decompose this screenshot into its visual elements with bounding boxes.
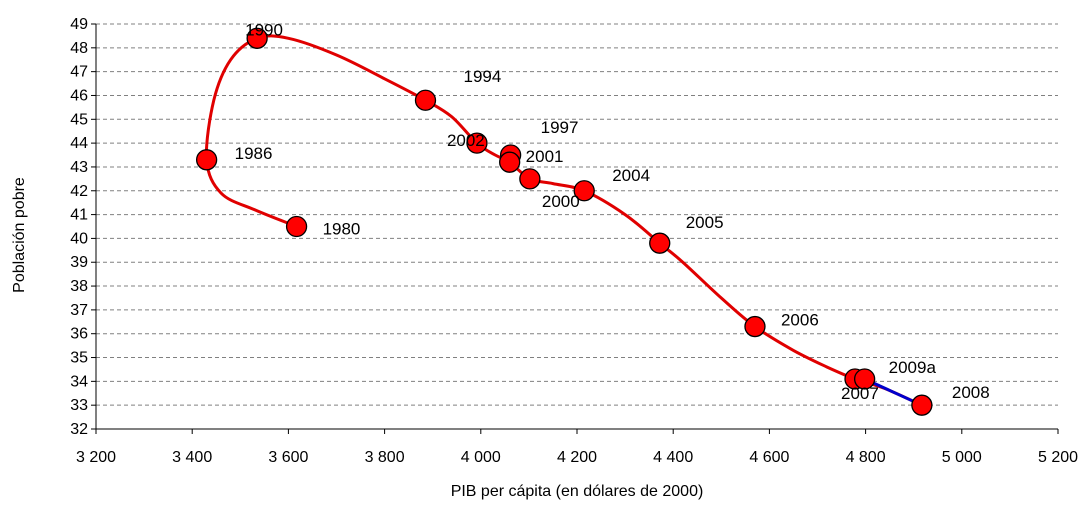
y-tick-label-38: 38	[70, 278, 88, 295]
x-tick-label-3400: 3 400	[172, 449, 212, 466]
data-point-2009a	[853, 368, 876, 390]
x-tick-label-3600: 3 600	[268, 449, 308, 466]
x-tick-labels: 3 200 3 400 3 600 3 800 4 000 4 200 4 400 4 600…	[76, 449, 1078, 466]
point-label-2008: 2008	[952, 383, 990, 402]
x-tick-label-4600: 4 600	[749, 449, 789, 466]
data-point-1990	[246, 27, 268, 49]
y-tick-label-32: 32	[70, 421, 88, 438]
y-tick-label-48: 48	[70, 40, 88, 57]
point-label-2007: 2007	[841, 384, 879, 403]
y-tick-label-41: 41	[70, 207, 88, 224]
x-tick-label-4200: 4 200	[557, 449, 597, 466]
x-tick-label-5000: 5 000	[942, 449, 982, 466]
y-tick-label-44: 44	[70, 135, 88, 152]
y-tick-label-42: 42	[70, 183, 88, 200]
point-labels: 1980 1986 1990 1994 1997 2000 2001 2002 2004 2005…	[235, 20, 990, 403]
data-point-2006	[744, 315, 766, 338]
axes	[91, 23, 1059, 434]
point-label-2001: 2001	[526, 147, 564, 166]
data-point-1994	[414, 89, 437, 111]
data-point-2000	[519, 168, 541, 190]
point-label-2009a: 2009a	[889, 358, 937, 377]
y-tick-label-37: 37	[70, 302, 88, 319]
x-tick-label-3200: 3 200	[76, 449, 116, 466]
trajectory-line	[204, 34, 924, 407]
y-tick-label-43: 43	[70, 159, 88, 176]
point-label-2005: 2005	[686, 213, 724, 232]
point-label-2002: 2002	[447, 131, 485, 150]
x-tick-label-5200: 5 200	[1038, 449, 1078, 466]
point-label-1994: 1994	[463, 67, 501, 86]
data-point-2002	[466, 132, 488, 154]
data-point-2005	[649, 232, 671, 254]
data-point-2001	[499, 151, 521, 173]
point-label-2004: 2004	[612, 166, 650, 185]
y-tick-label-35: 35	[70, 350, 88, 367]
data-point-1980	[285, 215, 308, 238]
y-tick-label-33: 33	[70, 397, 88, 414]
y-tick-label-36: 36	[70, 326, 88, 343]
point-label-2000: 2000	[542, 192, 580, 211]
point-label-1990: 1990	[245, 20, 283, 39]
data-point-2008	[911, 394, 933, 416]
y-tick-label-47: 47	[70, 64, 88, 81]
x-tick-label-4800: 4 800	[846, 449, 886, 466]
y-tick-label-46: 46	[70, 87, 88, 104]
y-tick-label-45: 45	[70, 111, 88, 128]
point-label-1997: 1997	[541, 118, 579, 137]
series-trajectory	[204, 34, 924, 407]
data-point-2004	[573, 180, 595, 202]
point-label-2006: 2006	[781, 311, 819, 330]
x-axis-title: PIB per cápita (en dólares de 2000)	[451, 483, 704, 500]
point-label-1986: 1986	[235, 144, 273, 163]
y-tick-labels: 32 33 34 35 36 37 38 39 40 41 42 43 44 45 46 47 48 49	[70, 16, 88, 438]
data-points	[195, 27, 933, 416]
y-tick-label-49: 49	[70, 16, 88, 33]
y-axis-title: Población pobre	[11, 177, 28, 293]
data-point-1986	[195, 149, 218, 171]
grid-lines	[96, 23, 1058, 406]
x-tick-label-4400: 4 400	[653, 449, 693, 466]
y-tick-label-39: 39	[70, 254, 88, 271]
x-tick-label-4000: 4 000	[461, 449, 501, 466]
point-label-1980: 1980	[323, 220, 361, 239]
x-tick-label-3800: 3 800	[365, 449, 405, 466]
y-tick-label-34: 34	[70, 373, 88, 390]
y-tick-label-40: 40	[70, 230, 88, 247]
